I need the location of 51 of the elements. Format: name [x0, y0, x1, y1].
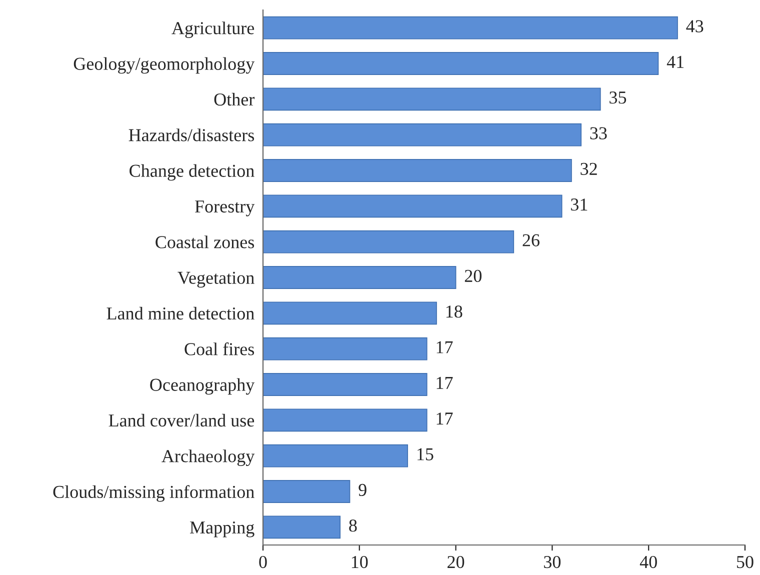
data-label: 8	[349, 520, 357, 532]
y-tick-label: Clouds/missing information	[53, 485, 254, 502]
data-label: 18	[446, 306, 462, 318]
bar	[263, 444, 408, 468]
data-label: 35	[610, 92, 626, 104]
data-label: 17	[436, 412, 453, 425]
y-tick-label: Coal fires	[184, 342, 254, 356]
y-tick-label: Land cover/land use	[108, 414, 254, 427]
y-tick-label: Mapping	[190, 521, 254, 538]
bar	[263, 16, 678, 40]
data-label: 26	[522, 234, 540, 246]
y-tick-label: Land mine detection	[106, 306, 254, 320]
data-label: 41	[666, 56, 684, 68]
data-label: 33	[590, 127, 607, 140]
bar	[263, 88, 601, 111]
x-tick-label: 20	[448, 556, 464, 568]
y-tick-label: Oceanography	[150, 378, 255, 395]
x-tick-label: 10	[352, 556, 368, 568]
data-label: 32	[580, 162, 597, 176]
data-label: 17	[436, 376, 453, 389]
y-tick-label: Hazards/disasters	[128, 128, 254, 142]
y-tick-label: Agriculture	[172, 22, 254, 38]
data-label: 43	[686, 20, 704, 32]
data-label: 9	[358, 484, 366, 496]
data-label: 31	[571, 198, 588, 211]
data-label: 15	[418, 448, 434, 460]
bar	[263, 194, 562, 218]
y-tick-label: Geology/geomorphology	[74, 57, 255, 74]
y-tick-label: Change detection	[130, 164, 254, 181]
bar	[263, 516, 341, 539]
x-tick-label: 50	[737, 556, 754, 568]
y-tick-label: Archaeology	[162, 450, 255, 466]
y-tick-label: Other	[214, 92, 255, 106]
data-label: 20	[464, 270, 482, 282]
bar	[263, 123, 582, 146]
bar	[263, 52, 659, 75]
bar	[263, 302, 437, 325]
bar	[263, 266, 456, 289]
bar	[263, 230, 514, 254]
y-tick-label: Vegetation	[178, 272, 254, 288]
bar	[263, 159, 572, 182]
bar	[263, 480, 350, 503]
bar	[263, 373, 428, 396]
bar	[263, 408, 428, 432]
x-tick-label: 0	[259, 556, 267, 568]
x-tick-label: 40	[640, 556, 657, 568]
bar	[263, 337, 428, 360]
y-tick-label: Forestry	[195, 200, 255, 216]
x-tick-label: 30	[544, 556, 561, 568]
y-tick-label: Coastal zones	[156, 236, 254, 248]
data-label: 17	[436, 341, 453, 354]
